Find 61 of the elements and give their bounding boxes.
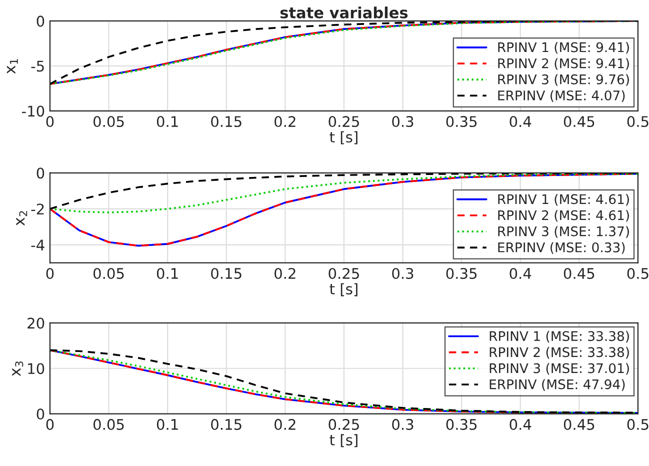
legend-label: RPINV 3 (MSE: 1.37) — [498, 226, 629, 238]
x-axis-title: t [s] — [330, 283, 358, 296]
y-tick-label: -10 — [22, 106, 44, 117]
x-tick-label: 0.45 — [564, 268, 594, 279]
x-tick-label: 0.1 — [156, 116, 178, 128]
y-tick-label: 20 — [28, 318, 44, 329]
x-tick-label: 0 — [46, 418, 54, 430]
x-tick-label: 0.3 — [392, 418, 414, 430]
x-tick-label: 0.3 — [392, 116, 414, 128]
y-tick-label: 0 — [36, 16, 44, 27]
x-tick-label: 0.2 — [274, 418, 296, 430]
legend-label: RPINV 1 (MSE: 9.41) — [498, 42, 629, 54]
x-tick-label: 0.2 — [274, 116, 296, 128]
y-tick-label: -5 — [31, 60, 44, 72]
legend-label: ERPINV (MSE: 0.33) — [498, 242, 625, 254]
legend-label: RPINV 1 (MSE: 33.38) — [490, 330, 629, 343]
x-tick-label: 0.25 — [328, 116, 359, 128]
y-tick-label: 0 — [36, 408, 44, 420]
chart-title: state variables — [280, 6, 408, 18]
series-label: RPINV 1 (MSE: 4.61) — [498, 194, 629, 206]
x-tick-label: 0.35 — [446, 418, 477, 430]
x-axis-title: t [s] — [330, 131, 358, 144]
x-tick-label: 0.15 — [211, 268, 242, 279]
x-tick-label: 0.4 — [510, 268, 532, 279]
x-tick-label: 0 — [46, 116, 54, 128]
legend-label: RPINV 2 (MSE: 4.61) — [498, 210, 629, 222]
legend-label: RPINV 3 (MSE: 37.01) — [490, 363, 629, 375]
x-axis-title: t [s] — [330, 434, 358, 448]
y-axis-title: x$_{3}$ — [12, 361, 24, 376]
x-tick-label: 0.15 — [211, 116, 242, 128]
x-tick-label: 0.2 — [274, 268, 296, 279]
x-tick-label: 0 — [46, 268, 54, 279]
x-tick-label: 0.45 — [564, 418, 594, 430]
x-tick-label: 0.1 — [156, 268, 178, 279]
x-tick-label: 0.15 — [211, 418, 242, 430]
x-tick-label: 0.5 — [627, 418, 648, 430]
legend-label: ERPINV (MSE: 47.94) — [490, 379, 625, 391]
x-tick-label: 0.4 — [510, 418, 532, 430]
legend-label: ERPINV (MSE: 4.07) — [498, 90, 625, 102]
x-tick-label: 0.35 — [446, 116, 477, 128]
x-tick-label: 0.4 — [510, 116, 532, 128]
x-tick-label: 0.25 — [328, 418, 359, 430]
x-tick-label: 0.3 — [392, 268, 414, 279]
x-tick-label: 0.5 — [627, 268, 648, 279]
y-tick-label: 0 — [36, 168, 44, 179]
y-tick-label: -2 — [31, 204, 44, 214]
x-tick-label: 0.05 — [94, 268, 124, 279]
x-tick-label: 0.1 — [156, 418, 178, 430]
x-tick-label: 0.5 — [627, 116, 648, 128]
legend-label: RPINV 3 (MSE: 9.76) — [498, 74, 629, 86]
y-tick-label: -4 — [31, 240, 44, 250]
y-axis-title: x$_{1}$ — [6, 59, 18, 74]
legend-label: RPINV 2 (MSE: 9.41) — [498, 58, 629, 70]
x-tick-label: 0.05 — [94, 116, 124, 128]
x-tick-label: 0.45 — [564, 116, 594, 128]
y-tick-label: 10 — [28, 363, 44, 374]
x-tick-label: 0.35 — [446, 268, 477, 279]
y-axis-title: x$_{2}$ — [16, 211, 28, 226]
legend-label: RPINV 2 (MSE: 33.38) — [490, 346, 629, 359]
x-tick-label: 0.05 — [94, 418, 124, 430]
x-tick-label: 0.25 — [328, 268, 359, 279]
